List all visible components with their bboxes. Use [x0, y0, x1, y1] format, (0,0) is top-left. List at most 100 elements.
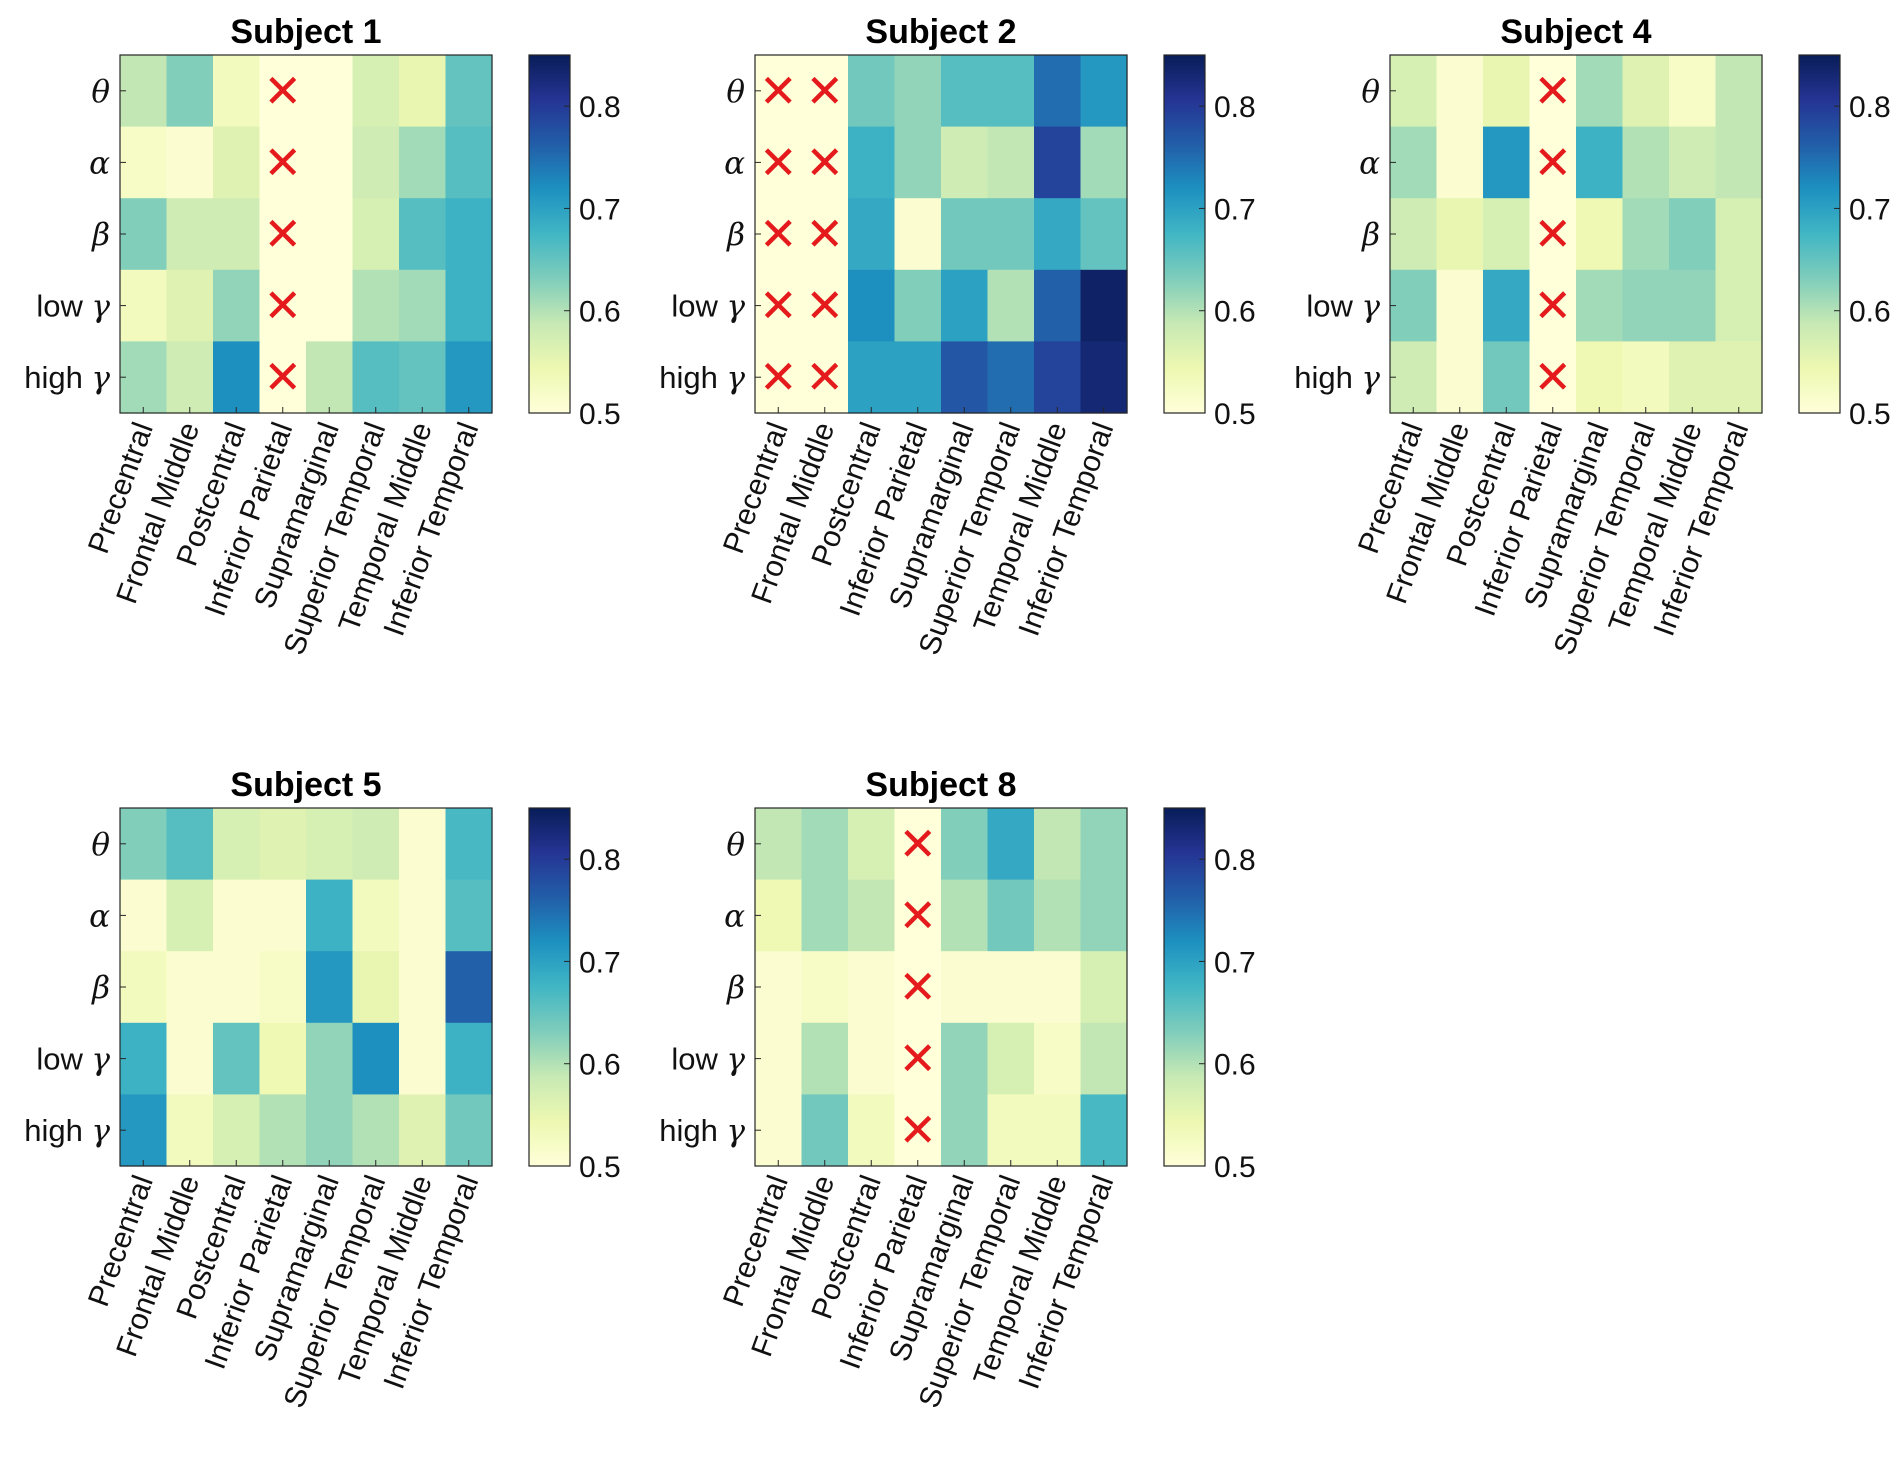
missing-marker: ✕ — [898, 1103, 937, 1157]
heatmap-cell — [941, 55, 989, 128]
heatmap-cell — [259, 55, 307, 128]
heatmap-cell — [1034, 1022, 1082, 1095]
heatmap-cell — [1034, 879, 1082, 952]
heatmap-cell — [894, 198, 942, 271]
missing-marker: ✕ — [1533, 279, 1572, 333]
heatmap-cell — [1529, 198, 1577, 271]
heatmap-cell — [941, 951, 989, 1024]
heatmap-cell — [848, 269, 896, 342]
heatmap-cell — [987, 126, 1035, 199]
missing-marker: ✕ — [263, 279, 302, 333]
heatmap-cell — [801, 951, 849, 1024]
heatmap-cell — [894, 1094, 942, 1167]
colorbar-tick-label: 0.5 — [1214, 398, 1256, 431]
heatmap-cell — [213, 55, 261, 128]
colorbar-tick-label: 0.5 — [579, 398, 621, 431]
row-label-prefix: high — [659, 360, 726, 395]
heatmap-cell — [1034, 269, 1082, 342]
heatmap-cell — [801, 55, 849, 128]
row-label: low γ — [36, 289, 110, 325]
heatmap-cell — [894, 1022, 942, 1095]
row-label-symbol: α — [89, 898, 110, 934]
heatmap-cell — [1390, 126, 1438, 199]
heatmap-cell — [120, 1094, 168, 1167]
row-label-symbol: θ — [1361, 74, 1380, 110]
heatmap-cell — [445, 879, 493, 952]
colorbar-tick-label: 0.7 — [1214, 946, 1256, 979]
heatmap-cell — [987, 808, 1035, 881]
heatmap-cell — [987, 269, 1035, 342]
missing-marker: ✕ — [898, 888, 937, 942]
heatmap-cell — [801, 808, 849, 881]
heatmap-cell — [120, 269, 168, 342]
row-label-prefix: low — [671, 289, 726, 324]
heatmap-cell — [755, 198, 803, 271]
row-label-symbol: γ — [91, 1042, 110, 1078]
heatmap-cell — [894, 341, 942, 414]
heatmap-cell — [1034, 198, 1082, 271]
row-label-symbol: β — [726, 217, 745, 253]
heatmap-cell — [1436, 55, 1484, 128]
heatmap-cell — [352, 1094, 400, 1167]
heatmap-cell — [987, 55, 1035, 128]
heatmap-cell — [1390, 198, 1438, 271]
heatmap-cell — [1436, 341, 1484, 414]
row-label: low γ — [671, 1042, 745, 1078]
heatmap-cell — [755, 269, 803, 342]
subplot-title: Subject 1 — [230, 13, 381, 51]
row-label-symbol: γ — [726, 289, 745, 325]
heatmap-cell — [1576, 126, 1624, 199]
row-label-symbol: α — [89, 145, 110, 181]
row-label-prefix: high — [1294, 360, 1361, 395]
heatmap-cell — [1483, 269, 1531, 342]
heatmap-cell — [166, 1094, 214, 1167]
heatmap-cell — [306, 198, 354, 271]
missing-marker: ✕ — [805, 135, 844, 189]
row-label-prefix: low — [1306, 289, 1361, 324]
row-label: θ — [726, 74, 745, 110]
heatmap-cell — [1080, 879, 1128, 952]
row-label: θ — [1361, 74, 1380, 110]
row-label: β — [91, 970, 110, 1006]
row-label-symbol: α — [1359, 145, 1380, 181]
heatmap-cell — [306, 269, 354, 342]
row-label-symbol: β — [91, 217, 110, 253]
heatmap-cell — [445, 126, 493, 199]
heatmap-cell — [1529, 269, 1577, 342]
heatmap-cell — [306, 1094, 354, 1167]
heatmap-cell — [259, 198, 307, 271]
heatmap-cell — [801, 1022, 849, 1095]
row-label: low γ — [671, 289, 745, 325]
heatmap-cell — [848, 808, 896, 881]
missing-marker: ✕ — [263, 64, 302, 118]
heatmap-cell — [848, 879, 896, 952]
heatmap-cell — [894, 879, 942, 952]
heatmap-cell — [755, 55, 803, 128]
colorbar-tick-label: 0.7 — [1214, 193, 1256, 226]
row-label: high γ — [24, 1113, 110, 1149]
heatmap-cell — [1034, 1094, 1082, 1167]
heatmap-cell — [120, 55, 168, 128]
heatmap-cell — [801, 269, 849, 342]
heatmap-cell — [1715, 341, 1763, 414]
heatmap-cell — [166, 55, 214, 128]
colorbar — [1798, 54, 1841, 414]
heatmap-cell — [1622, 341, 1670, 414]
heatmap-cell — [445, 1022, 493, 1095]
heatmap-cell — [894, 951, 942, 1024]
heatmap-cell — [1483, 341, 1531, 414]
row-label-symbol: θ — [91, 827, 110, 863]
row-label-symbol: β — [1361, 217, 1380, 253]
heatmap-cell — [445, 951, 493, 1024]
heatmap-cell — [1669, 341, 1717, 414]
heatmap-cell — [213, 198, 261, 271]
row-label: α — [89, 898, 110, 934]
heatmap-cell — [848, 126, 896, 199]
row-label: β — [91, 217, 110, 253]
heatmap-cell — [399, 341, 447, 414]
heatmap-cell — [166, 1022, 214, 1095]
heatmap-cell — [848, 55, 896, 128]
heatmap-cell — [941, 1022, 989, 1095]
